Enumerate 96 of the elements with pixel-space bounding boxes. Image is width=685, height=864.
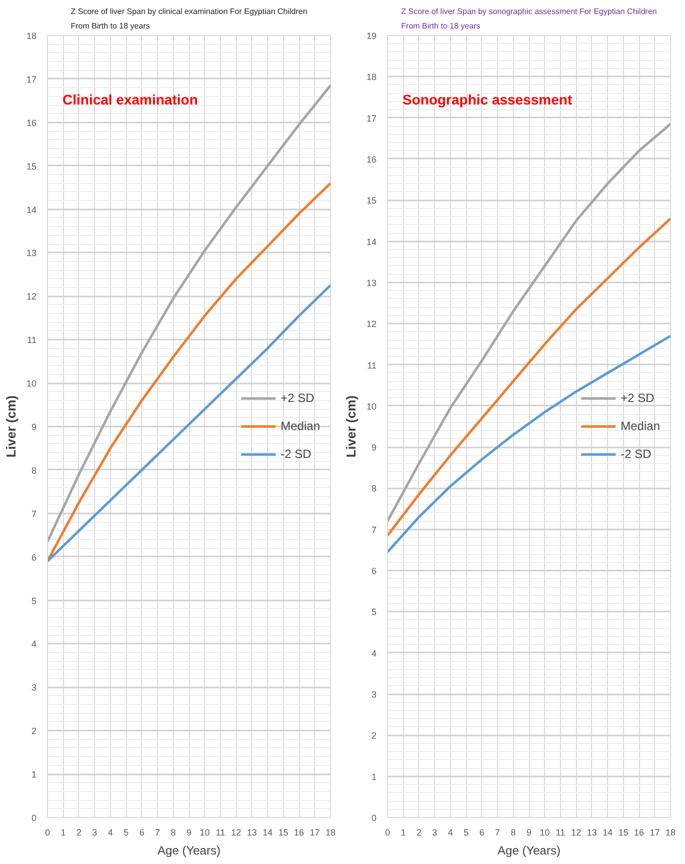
y-tick-label: 14 — [26, 204, 37, 215]
y-tick-label: 15 — [26, 161, 37, 172]
x-tick-label: 4 — [448, 828, 453, 838]
x-tick-label: 13 — [246, 828, 257, 838]
x-tick-label: 1 — [60, 828, 66, 838]
x-tick-label: 18 — [665, 828, 676, 838]
x-tick-label: 11 — [556, 828, 566, 838]
annotation: Clinical examination — [62, 92, 198, 108]
x-tick-label: 3 — [92, 828, 98, 838]
x-tick-label: 14 — [602, 828, 613, 838]
legend-label: Median — [620, 419, 660, 433]
y-tick-label: 10 — [26, 378, 37, 389]
x-axis-title: Age (Years) — [498, 844, 560, 858]
y-tick-label: 17 — [26, 74, 37, 84]
x-tick-label: 10 — [540, 828, 550, 838]
y-tick-label: 6 — [371, 566, 377, 576]
x-tick-label: 16 — [634, 828, 644, 838]
x-tick-label: 11 — [216, 828, 226, 838]
x-tick-label: 14 — [262, 828, 273, 838]
x-tick-label: 15 — [618, 828, 628, 838]
x-tick-label: 12 — [231, 828, 242, 838]
x-tick-label: 13 — [586, 828, 597, 838]
y-tick-label: 12 — [366, 319, 377, 330]
x-tick-label: 6 — [139, 828, 144, 838]
y-tick-label: 3 — [371, 690, 377, 700]
x-tick-label: 5 — [124, 828, 129, 838]
x-tick-label: 2 — [76, 828, 82, 838]
chart-title: Z Score of liver Span by sonographic assessment For Egyptian Children From Birth to 18 years — [401, 7, 657, 30]
line-series — [48, 84, 330, 543]
x-tick-label: 0 — [44, 828, 50, 838]
y-tick-label: 19 — [366, 31, 377, 41]
y-tick-label: 4 — [371, 648, 377, 658]
y-tick-label: 18 — [366, 72, 377, 82]
x-tick-label: 5 — [464, 828, 469, 838]
y-tick-label: 13 — [26, 248, 37, 258]
y-tick-label: 17 — [366, 113, 377, 124]
y-tick-label: 4 — [31, 639, 37, 650]
y-tick-label: 7 — [31, 508, 37, 519]
y-tick-label: 16 — [26, 118, 37, 128]
y-tick-label: 5 — [31, 596, 37, 606]
x-axis-title: Age (Years) — [158, 844, 220, 858]
x-tick-label: 7 — [155, 828, 160, 838]
y-tick-label: 2 — [31, 726, 37, 736]
x-tick-label: 9 — [186, 828, 192, 838]
x-tick-label: 17 — [650, 828, 660, 838]
y-tick-label: 5 — [371, 607, 377, 618]
y-tick-label: 1 — [371, 772, 377, 782]
legend-label: -2 SD — [620, 447, 652, 461]
line-series — [388, 217, 670, 537]
x-tick-label: 0 — [384, 828, 390, 838]
x-tick-label: 18 — [325, 828, 336, 838]
x-tick-label: 4 — [108, 828, 113, 838]
line-series — [48, 284, 330, 562]
x-tick-label: 16 — [294, 828, 304, 838]
x-tick-label: 8 — [510, 828, 516, 838]
y-axis-title: Liver (cm) — [343, 395, 358, 458]
chart-title: Z Score of liver Span by clinical examination For Egyptian Children From Birth to 18 years — [70, 7, 308, 30]
x-tick-label: 12 — [571, 828, 582, 838]
legend-label: +2 SD — [620, 391, 654, 405]
annotation: Sonographic assessment — [402, 92, 572, 108]
y-tick-label: 16 — [366, 154, 377, 164]
y-tick-label: 0 — [371, 813, 377, 823]
legend-label: -2 SD — [280, 447, 312, 461]
y-tick-label: 18 — [26, 31, 37, 41]
y-tick-label: 8 — [31, 465, 37, 476]
y-tick-label: 2 — [371, 730, 377, 741]
y-tick-label: 9 — [371, 442, 377, 453]
y-tick-label: 11 — [367, 360, 376, 370]
y-tick-label: 10 — [366, 401, 377, 412]
x-tick-label: 8 — [170, 828, 176, 838]
x-tick-label: 3 — [432, 828, 438, 838]
x-tick-label: 7 — [495, 828, 500, 838]
x-tick-label: 9 — [526, 828, 532, 838]
y-tick-label: 15 — [366, 196, 377, 206]
y-tick-label: 13 — [366, 278, 377, 288]
legend-label: +2 SD — [280, 391, 314, 405]
y-tick-label: 1 — [31, 770, 37, 780]
y-tick-label: 8 — [371, 484, 377, 494]
y-tick-label: 3 — [31, 682, 37, 693]
x-tick-label: 1 — [400, 828, 406, 838]
y-tick-label: 12 — [26, 292, 37, 302]
y-axis-title: Liver (cm) — [3, 395, 18, 458]
y-tick-label: 9 — [31, 422, 37, 432]
y-tick-label: 7 — [371, 524, 377, 535]
y-tick-label: 11 — [27, 335, 36, 346]
y-tick-label: 14 — [366, 236, 377, 247]
line-series — [388, 334, 670, 554]
x-tick-label: 15 — [278, 828, 288, 838]
legend-label: Median — [280, 419, 320, 433]
x-tick-label: 6 — [479, 828, 484, 838]
y-tick-label: 6 — [31, 552, 37, 562]
y-tick-label: 0 — [31, 813, 37, 823]
x-tick-label: 10 — [200, 828, 210, 838]
line-series — [388, 122, 670, 522]
x-tick-label: 2 — [416, 828, 422, 838]
x-tick-label: 17 — [310, 828, 320, 838]
